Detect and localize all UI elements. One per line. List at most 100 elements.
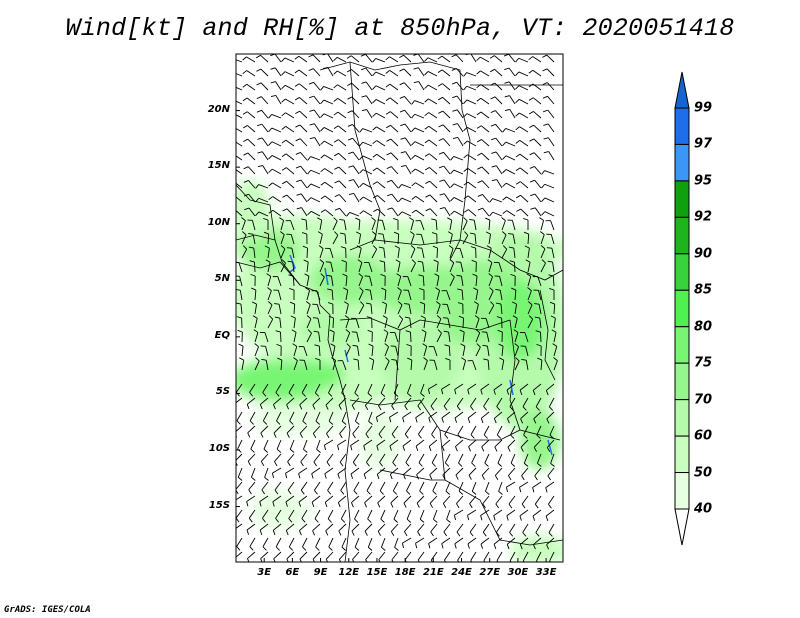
- wind-barb: [236, 551, 243, 562]
- wind-barb: [545, 383, 555, 396]
- wind-barb: [495, 495, 503, 509]
- wind-barb: [355, 231, 362, 245]
- wind-barb: [295, 124, 308, 133]
- wind-barb: [418, 453, 425, 467]
- wind-barb: [268, 182, 282, 189]
- rh-region: [520, 410, 560, 470]
- wind-barb: [398, 183, 412, 189]
- wind-barb: [417, 551, 425, 562]
- wind-barb: [488, 273, 494, 287]
- wind-barb: [535, 330, 542, 343]
- wind-barb: [441, 383, 451, 395]
- wind-barb: [499, 357, 505, 371]
- wind-barb: [386, 193, 399, 203]
- wind-barb: [350, 439, 360, 451]
- wind-barb: [392, 453, 399, 467]
- wind-barb: [470, 246, 477, 259]
- wind-barb: [411, 141, 425, 147]
- wind-barb: [262, 509, 269, 523]
- wind-barb: [452, 95, 464, 105]
- wind-barb: [489, 198, 503, 203]
- wind-barb: [242, 125, 256, 133]
- wind-barb: [523, 425, 529, 439]
- colorbar-swatch: [674, 143, 690, 182]
- rh-region: [310, 255, 390, 305]
- wind-barb: [439, 193, 451, 203]
- wind-barb: [496, 523, 503, 537]
- wind-barb: [312, 425, 321, 438]
- wind-barb: [482, 344, 490, 357]
- wind-barb: [392, 481, 399, 495]
- wind-barb: [343, 301, 349, 315]
- wind-barb: [288, 509, 295, 523]
- wind-barb: [313, 453, 321, 467]
- wind-barb: [341, 259, 347, 273]
- wind-barb: [483, 358, 490, 371]
- wind-barb: [268, 127, 282, 133]
- wind-barb: [273, 551, 282, 562]
- wind-barb: [250, 439, 256, 453]
- wind-barb: [315, 537, 321, 551]
- wind-barb: [348, 165, 360, 175]
- wind-barb: [345, 343, 351, 357]
- wind-barb: [236, 302, 243, 315]
- wind-barb: [511, 301, 518, 315]
- wind-barb: [461, 357, 467, 371]
- wind-barb: [279, 217, 285, 231]
- wind-barb: [462, 217, 468, 231]
- wind-barb: [296, 193, 308, 203]
- wind-barb: [377, 523, 386, 536]
- colorbar-label: 92: [694, 209, 713, 225]
- wind-barb: [450, 155, 464, 161]
- wind-barb: [496, 551, 503, 562]
- wind-barb: [418, 274, 425, 287]
- wind-barb: [445, 481, 451, 495]
- wind-barb: [309, 137, 321, 147]
- wind-barb: [368, 411, 373, 425]
- wind-barb: [455, 439, 464, 452]
- wind-barb: [423, 357, 428, 371]
- wind-barb: [372, 71, 386, 77]
- wind-barb: [244, 207, 256, 217]
- wind-barb: [476, 139, 490, 147]
- wind-barb: [322, 54, 334, 63]
- wind-barb: [359, 196, 373, 203]
- rh-region: [360, 410, 400, 470]
- wind-barb: [358, 273, 364, 287]
- wind-barb: [337, 495, 347, 508]
- wind-barb: [539, 231, 545, 245]
- wind-barb: [272, 495, 282, 507]
- wind-barb: [515, 140, 529, 147]
- wind-barb: [286, 247, 295, 259]
- wind-barb: [275, 509, 282, 523]
- wind-barb: [236, 59, 243, 63]
- wind-barb: [411, 113, 425, 119]
- wind-barb: [247, 453, 256, 466]
- lat-label: 5N: [214, 273, 230, 285]
- wind-barb: [236, 316, 243, 329]
- wind-barb: [429, 467, 438, 480]
- wind-barb: [295, 138, 308, 147]
- wind-barb: [537, 357, 543, 371]
- wind-barb: [494, 275, 503, 287]
- wind-barb: [508, 233, 516, 245]
- wind-barb: [326, 453, 334, 467]
- wind-barb: [348, 192, 360, 203]
- wind-barb: [542, 54, 555, 63]
- wind-barb: [255, 184, 269, 189]
- wind-barb: [502, 182, 516, 189]
- wind-barb: [364, 495, 373, 508]
- wind-barb: [372, 167, 386, 175]
- wind-barb: [311, 495, 321, 508]
- rh-region: [510, 535, 563, 562]
- wind-barb: [463, 126, 477, 133]
- wind-barb: [472, 273, 478, 287]
- wind-barb: [320, 113, 334, 119]
- wind-barb: [299, 551, 308, 562]
- wind-barb: [536, 425, 542, 439]
- wind-barb: [295, 152, 308, 161]
- wind-barb: [309, 123, 321, 133]
- wind-barb: [333, 125, 347, 133]
- country-borders: [236, 61, 563, 562]
- wind-barb: [502, 141, 516, 147]
